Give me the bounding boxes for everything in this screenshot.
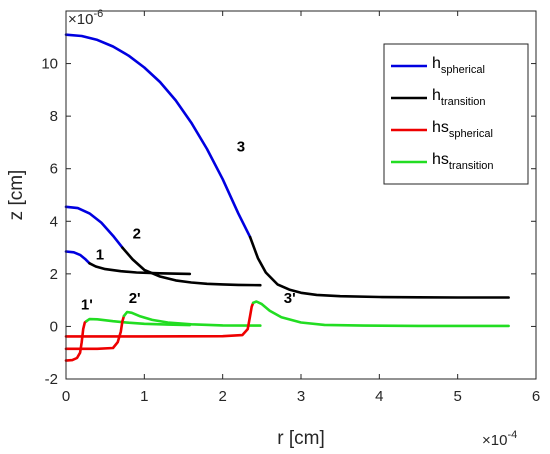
x-tick-label: 4	[375, 388, 383, 405]
x-axis-label: r [cm]	[277, 428, 325, 449]
x-tick-label: 1	[140, 388, 148, 405]
series-layer	[64, 33, 510, 362]
legend-items: hsphericalhtransitionhssphericalhstransi…	[391, 55, 494, 172]
y-axis-exponent: ×10-6	[68, 8, 103, 28]
legend-label-sub: spherical	[449, 128, 493, 140]
series-line-case-1-hs-transition	[85, 317, 192, 327]
legend-label-main: h	[432, 87, 441, 104]
series-line-case-3-hs-transition	[251, 300, 510, 328]
series-line-case-3-hs-spherical	[64, 301, 255, 338]
series-line-case-2-h-spherical	[64, 205, 124, 249]
legend-label-hs_spherical: hsspherical	[432, 119, 493, 140]
series-line-case-2-hs-spherical	[64, 314, 126, 351]
series-line-case-3-h-spherical	[64, 33, 252, 239]
y-exponent-power: -6	[93, 8, 103, 20]
y-tick-label: 4	[50, 213, 58, 230]
x-tick-label: 5	[453, 388, 461, 405]
legend-label-sub: transition	[449, 160, 494, 172]
legend-label-h_spherical: hspherical	[432, 55, 485, 76]
legend-label-sub: spherical	[441, 64, 485, 76]
x-exponent-power: -4	[507, 429, 517, 441]
y-axis-label: z [cm]	[6, 170, 27, 221]
x-tick-label: 0	[62, 388, 70, 405]
y-tick-label: 0	[50, 318, 58, 335]
legend-label-main: hs	[432, 119, 449, 136]
y-tick-label: 10	[41, 56, 58, 73]
series-line-case-2-h-transition	[121, 246, 262, 287]
legend-label-h_transition: htransition	[432, 87, 486, 108]
annotation-layer: 1 2 3 1' 2' 3'	[81, 139, 296, 314]
y-tick-label: -2	[45, 371, 58, 388]
series-line-case-3-h-transition	[248, 235, 510, 299]
y-tick-label: 2	[50, 266, 58, 283]
series-line-case-1-h-spherical	[64, 250, 91, 265]
legend-label-main: h	[432, 55, 441, 72]
x-exponent-base: ×10	[482, 432, 507, 449]
y-tick-label: 6	[50, 161, 58, 178]
annotation-label-3-prime: 3'	[284, 290, 296, 307]
x-tick-label: 6	[532, 388, 540, 405]
legend-label-main: hs	[432, 151, 449, 168]
annotation-label-1: 1	[96, 246, 104, 263]
legend-label-hs_transition: hstransition	[432, 151, 494, 172]
x-tick-label: 2	[218, 388, 226, 405]
legend-label-sub: transition	[441, 96, 486, 108]
legend: hsphericalhtransitionhssphericalhstransi…	[383, 43, 529, 185]
y-exponent-base: ×10	[68, 11, 93, 28]
series-line-case-2-hs-transition	[122, 310, 262, 327]
annotation-label-2: 2	[133, 225, 141, 242]
annotation-label-1-prime: 1'	[81, 296, 93, 313]
annotation-label-2-prime: 2'	[129, 290, 141, 307]
series-line-case-1-h-transition	[88, 261, 192, 276]
legend-box	[383, 43, 529, 185]
y-tick-label: 8	[50, 108, 58, 125]
x-tick-label: 3	[297, 388, 305, 405]
x-axis-exponent: ×10-4	[482, 429, 517, 449]
series-line-case-1-hs-spherical	[64, 319, 88, 362]
annotation-label-3: 3	[237, 139, 245, 156]
